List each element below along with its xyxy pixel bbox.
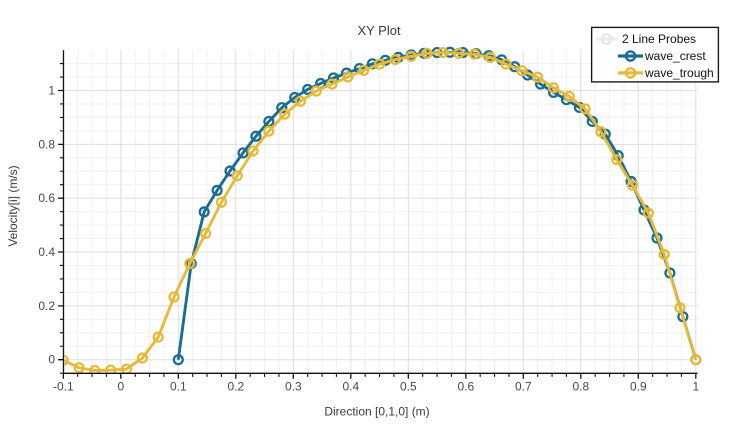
svg-text:0.8: 0.8 xyxy=(38,137,55,151)
svg-text:1: 1 xyxy=(692,380,699,394)
svg-text:wave_crest: wave_crest xyxy=(644,49,706,63)
svg-text:1: 1 xyxy=(48,84,55,98)
svg-text:0.7: 0.7 xyxy=(515,380,532,394)
svg-text:XY Plot: XY Plot xyxy=(357,23,401,38)
svg-text:0.2: 0.2 xyxy=(227,380,244,394)
svg-text:0.6: 0.6 xyxy=(38,191,55,205)
svg-text:0.2: 0.2 xyxy=(38,299,55,313)
svg-text:0.9: 0.9 xyxy=(630,380,647,394)
svg-text:0: 0 xyxy=(48,353,55,367)
svg-text:0.4: 0.4 xyxy=(38,245,55,259)
svg-text:0.5: 0.5 xyxy=(400,380,417,394)
svg-text:0.4: 0.4 xyxy=(342,380,359,394)
svg-text:2 Line Probes: 2 Line Probes xyxy=(622,32,696,46)
svg-text:0: 0 xyxy=(117,380,124,394)
svg-text:Velocity[i] (m/s): Velocity[i] (m/s) xyxy=(6,165,20,246)
svg-text:Direction [0,1,0] (m): Direction [0,1,0] (m) xyxy=(324,405,429,419)
svg-text:wave_trough: wave_trough xyxy=(644,66,714,80)
svg-text:-0.1: -0.1 xyxy=(53,380,74,394)
svg-text:0.1: 0.1 xyxy=(170,380,187,394)
svg-text:0.6: 0.6 xyxy=(457,380,474,394)
svg-text:0.3: 0.3 xyxy=(285,380,302,394)
svg-text:0.8: 0.8 xyxy=(572,380,589,394)
